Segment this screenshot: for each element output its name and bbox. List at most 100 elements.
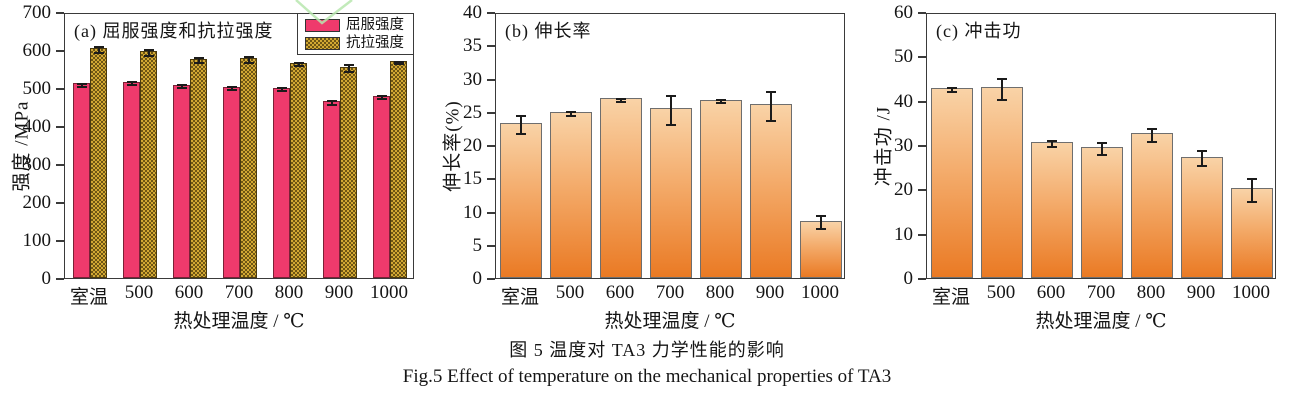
error-bar-冲击功-500 <box>997 77 1007 102</box>
y-tick-label: 15 <box>463 168 482 190</box>
error-bar-屈服强度-500 <box>126 81 137 87</box>
bar-伸长率-900 <box>750 104 792 278</box>
legend-swatch-yield <box>305 18 340 32</box>
bar-抗拉强度-800 <box>290 62 307 278</box>
x-axis-label: 热处理温度 / ℃ <box>604 311 736 332</box>
bar-冲击功-600 <box>1031 142 1073 278</box>
x-tick-label: 室温 <box>500 287 540 308</box>
plot-area: (a) 屈服强度和抗拉强度 屈服强度 抗拉强度 <box>64 13 414 279</box>
y-tick-mark <box>487 211 495 214</box>
bar-屈服强度-500 <box>123 81 140 278</box>
y-axis: 0 5 10 15 20 25 30 35 40 <box>431 0 495 300</box>
bar-屈服强度-室温 <box>73 83 90 278</box>
y-tick-mark <box>918 145 926 147</box>
error-bar-抗拉强度-800 <box>293 62 304 68</box>
y-tick-label: 200 <box>22 192 52 213</box>
x-tick-label: 700 <box>655 282 685 303</box>
x-tick-label: 800 <box>274 282 304 303</box>
caption-chinese: 图 5 温度对 TA3 力学性能的影响 <box>509 340 785 360</box>
bar-冲击功-800 <box>1131 133 1173 278</box>
x-axis-label: 热处理温度 / ℃ <box>1035 311 1167 332</box>
panel-title: (c) 冲击功 <box>936 21 1022 41</box>
legend-label-tensile: 抗拉强度 <box>346 35 404 51</box>
y-tick-mark <box>487 244 495 247</box>
legend-label-yield: 屈服强度 <box>346 17 404 33</box>
y-tick-label: 500 <box>22 78 52 99</box>
bar-屈服强度-900 <box>323 100 340 278</box>
x-tick-label: 900 <box>755 282 785 303</box>
x-tick-label: 1000 <box>1232 282 1270 303</box>
x-tick-label: 700 <box>1086 282 1116 303</box>
x-axis-label: 热处理温度 / ℃ <box>173 311 305 332</box>
bar-屈服强度-800 <box>273 87 290 278</box>
y-tick-mark <box>56 50 64 52</box>
error-bar-冲击功-800 <box>1147 127 1157 144</box>
bar-屈服强度-1000 <box>373 95 390 278</box>
plot-area: (b) 伸长率 <box>495 13 845 279</box>
error-bar-伸长率-700 <box>666 94 676 127</box>
error-bar-抗拉强度-室温 <box>93 46 104 55</box>
bar-冲击功-900 <box>1181 156 1223 278</box>
y-tick-label: 40 <box>463 2 482 23</box>
panel-title: (b) 伸长率 <box>505 21 592 41</box>
bar-伸长率-500 <box>550 111 592 278</box>
error-bar-屈服强度-700 <box>226 86 237 92</box>
chart-impact-energy: 冲击功 /J 0 10 20 30 40 50 60 (c) 冲击功 室温 500 600 700… <box>862 0 1294 332</box>
y-tick-mark <box>487 45 495 48</box>
charts-row: 强度 /MPa 0 100 200 300 400 500 600 700 (a) 屈服强度和… <box>0 0 1294 332</box>
x-tick-label: 室温 <box>69 287 109 308</box>
y-tick-label: 0 <box>41 268 52 289</box>
error-bar-抗拉强度-700 <box>243 56 254 65</box>
error-bar-冲击功-900 <box>1197 150 1207 167</box>
error-bar-伸长率-500 <box>566 110 576 117</box>
y-tick-mark <box>487 145 495 147</box>
y-tick-label: 10 <box>463 201 482 223</box>
y-tick-label: 5 <box>472 234 483 256</box>
y-tick-label: 400 <box>22 116 52 137</box>
y-tick-mark <box>487 178 495 181</box>
chart-yield-tensile-strength: 强度 /MPa 0 100 200 300 400 500 600 700 (a) 屈服强度和… <box>0 0 431 332</box>
error-bar-屈服强度-900 <box>326 100 337 106</box>
error-bar-屈服强度-600 <box>176 84 187 90</box>
y-tick-label: 25 <box>463 101 482 123</box>
error-bar-屈服强度-800 <box>276 87 287 93</box>
y-tick-mark <box>487 278 495 280</box>
y-tick-label: 20 <box>894 179 913 201</box>
bar-伸长率-800 <box>700 99 742 278</box>
error-bar-伸长率-600 <box>616 97 626 104</box>
x-tick-label: 600 <box>1036 282 1066 303</box>
error-bar-冲击功-600 <box>1047 140 1057 149</box>
error-bar-伸长率-800 <box>716 99 726 105</box>
panel-title: (a) 屈服强度和抗拉强度 <box>74 21 274 41</box>
y-tick-mark <box>918 100 926 103</box>
bar-抗拉强度-1000 <box>390 61 407 278</box>
y-tick-label: 100 <box>22 230 52 251</box>
x-tick-label: 700 <box>224 282 254 303</box>
y-tick-mark <box>487 111 495 114</box>
bar-冲击功-1000 <box>1231 188 1273 278</box>
y-tick-mark <box>56 126 64 128</box>
bar-伸长率-700 <box>650 108 692 278</box>
x-tick-label: 800 <box>1136 282 1166 303</box>
bar-冲击功-700 <box>1081 146 1123 278</box>
error-bar-伸长率-室温 <box>516 114 526 135</box>
bar-抗拉强度-600 <box>190 58 207 278</box>
error-bar-抗拉强度-600 <box>193 57 204 65</box>
caption-english: Fig.5 Effect of temperature on the mecha… <box>402 366 892 387</box>
bar-伸长率-600 <box>600 98 642 278</box>
error-bar-屈服强度-室温 <box>76 82 87 88</box>
x-tick-label: 500 <box>555 282 585 303</box>
bar-冲击功-室温 <box>931 88 973 278</box>
y-tick-mark <box>918 189 926 192</box>
y-axis: 0 100 200 300 400 500 600 700 <box>0 0 64 300</box>
legend: 屈服强度 抗拉强度 <box>297 14 413 55</box>
error-bar-伸长率-900 <box>766 90 776 123</box>
legend-item-tensile: 抗拉强度 <box>305 35 413 51</box>
y-tick-label: 700 <box>22 2 52 23</box>
bar-冲击功-500 <box>981 87 1023 278</box>
x-tick-label: 900 <box>1186 282 1216 303</box>
y-tick-mark <box>56 88 64 90</box>
bar-屈服强度-700 <box>223 86 240 278</box>
bar-伸长率-室温 <box>500 123 542 278</box>
